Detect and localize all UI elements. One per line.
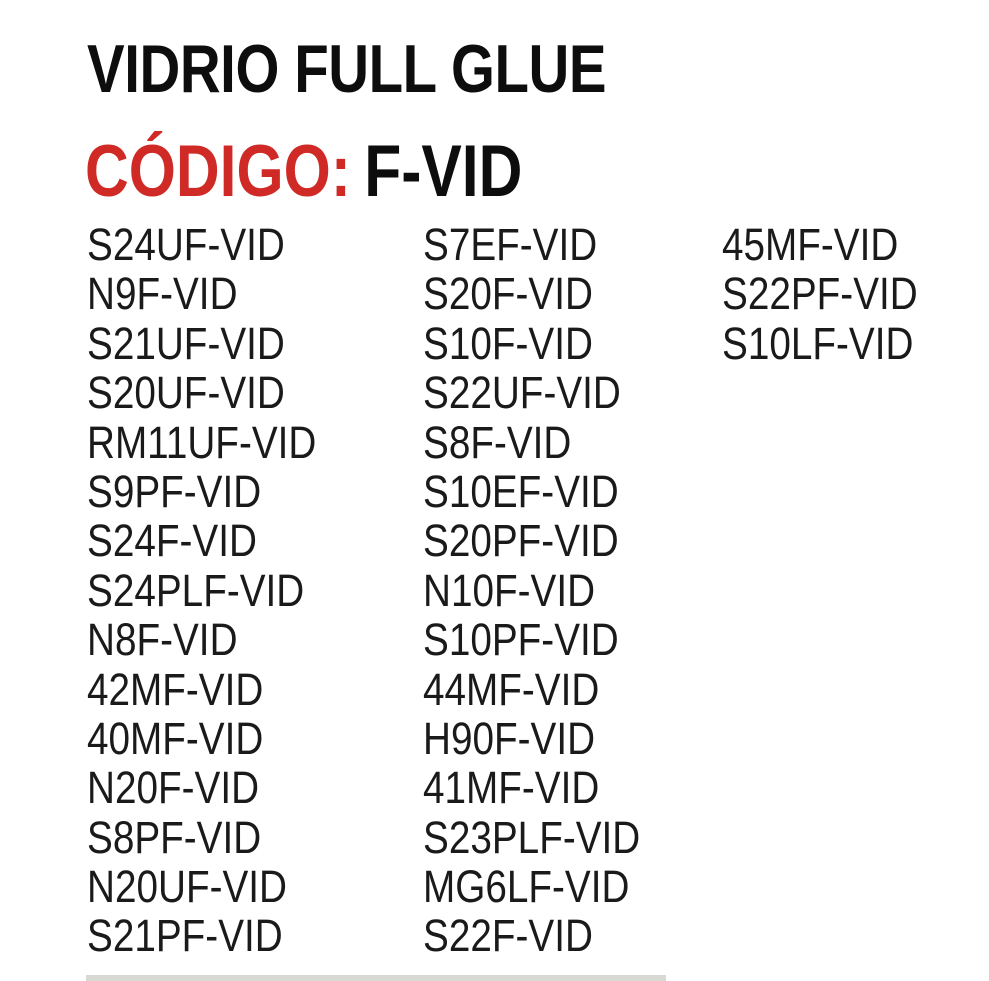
list-item: N20F-VID — [87, 762, 260, 814]
code-list-column-3: 45MF-VID S22PF-VID S10LF-VID — [722, 219, 950, 369]
list-item: S10LF-VID — [722, 317, 914, 369]
list-item: S20UF-VID — [87, 367, 285, 419]
list-item: S8F-VID — [423, 416, 572, 468]
list-item: S7EF-VID — [423, 219, 598, 270]
list-item: S10F-VID — [423, 317, 593, 369]
list-item: S9PF-VID — [87, 465, 262, 517]
list-item: S24UF-VID — [87, 219, 285, 270]
list-item: S23PLF-VID — [423, 811, 641, 863]
code-value: F-VID — [364, 131, 523, 212]
bottom-divider — [86, 975, 666, 981]
list-item: N20UF-VID — [87, 861, 287, 913]
list-item: N9F-VID — [87, 268, 238, 320]
list-item: H90F-VID — [423, 712, 596, 764]
list-item: MG6LF-VID — [423, 861, 630, 913]
list-item: 40MF-VID — [87, 712, 264, 764]
list-item: 45MF-VID — [722, 219, 899, 270]
list-item: S20F-VID — [423, 268, 593, 320]
code-line: CÓDIGO: F-VID — [85, 130, 522, 213]
list-item: S10EF-VID — [423, 465, 619, 517]
list-item: S20PF-VID — [423, 515, 619, 567]
code-list-column-2: S7EF-VID S20F-VID S10F-VID S22UF-VID S8F-VID… — [423, 220, 676, 961]
list-item: S21PF-VID — [87, 910, 283, 962]
list-item: 42MF-VID — [87, 663, 264, 715]
list-item: 44MF-VID — [423, 663, 600, 715]
list-item: N10F-VID — [423, 564, 596, 616]
page-title: VIDRIO FULL GLUE — [87, 31, 607, 107]
code-list-column-1: S24UF-VID N9F-VID S21UF-VID S20UF-VID RM11UF… — [87, 220, 354, 961]
list-item: S22F-VID — [423, 910, 593, 962]
list-item: S24F-VID — [87, 515, 257, 567]
list-item: S10PF-VID — [423, 614, 619, 666]
list-item: S24PLF-VID — [87, 564, 305, 616]
list-item: 41MF-VID — [423, 762, 600, 814]
list-item: S8PF-VID — [87, 811, 262, 863]
list-item: S22PF-VID — [722, 268, 918, 320]
code-label: CÓDIGO: — [85, 131, 351, 212]
list-item: S22UF-VID — [423, 367, 621, 419]
list-item: RM11UF-VID — [87, 416, 317, 468]
list-item: N8F-VID — [87, 614, 238, 666]
list-item: S21UF-VID — [87, 317, 285, 369]
